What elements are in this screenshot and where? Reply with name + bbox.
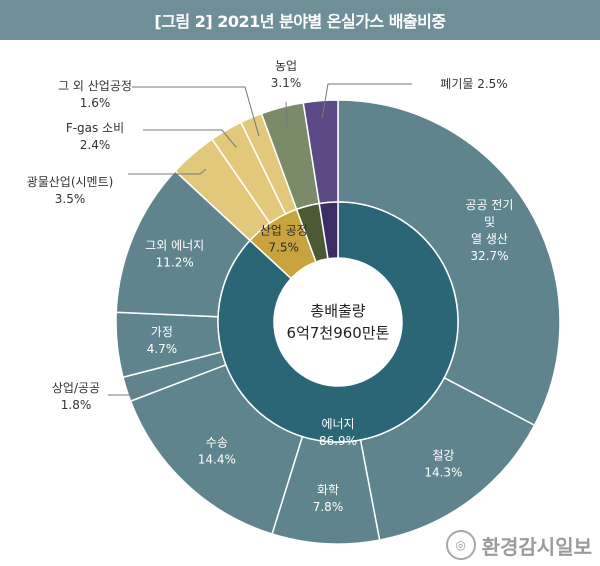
leader-line [285, 101, 288, 127]
leader-line [108, 385, 137, 396]
outer-slice-label: 화학 7.8% [313, 483, 344, 514]
inner-slice-label: 산업 공정 7.5% [260, 223, 308, 254]
outer-slice-label: 폐기물 2.5% [440, 77, 507, 91]
outer-slice-label: 그외 에너지 11.2% [145, 238, 204, 269]
center-hole [274, 258, 402, 386]
leader-line [128, 168, 207, 175]
outer-slice-label: 상업/공공 1.8% [52, 381, 100, 412]
outer-slice-label: 그 외 산업공정 1.6% [58, 79, 132, 110]
outer-slice-label: 광물산업(시멘트) 3.5% [27, 175, 114, 206]
inner-slice-label: 에너지 86.9% [319, 417, 357, 448]
leader-line [132, 86, 260, 137]
outer-slice-label: 가정 4.7% [147, 325, 178, 356]
watermark-text: 환경감시일보 [481, 534, 592, 559]
donut-chart: 에너지 86.9% 산업 공정 7.5% 공공 전기 및 열 생산 32.7% 철강 14.3% 화… [27, 59, 561, 545]
watermark-logo-icon: ◎ [445, 530, 476, 560]
leader-line [143, 129, 237, 148]
outer-slice-label: 농업 3.1% [271, 59, 302, 90]
outer-slice-label: 철강 14.3% [424, 449, 462, 480]
center-title: 총배출량 [310, 302, 365, 320]
outer-slice-label: F-gas 소비 2.4% [66, 121, 124, 152]
leader-line [321, 83, 412, 119]
outer-slice-label: 공공 전기 및 열 생산 32.7% [466, 198, 514, 263]
watermark: ◎ 환경감시일보 [445, 530, 592, 560]
chart-title: [그림 2] 2021년 분야별 온실가스 배출비중 [0, 0, 600, 40]
center-total: 6억7천960만톤 [287, 324, 390, 342]
outer-slice-label: 수송 14.4% [198, 436, 236, 467]
